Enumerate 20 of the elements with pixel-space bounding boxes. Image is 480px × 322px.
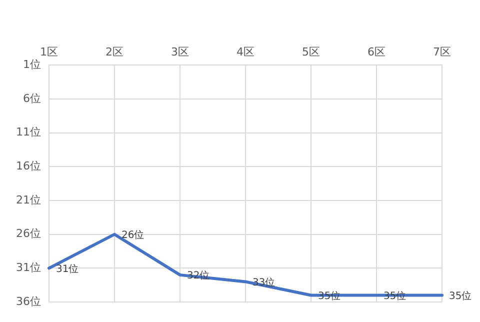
y-tick-label: 11位: [16, 126, 41, 139]
y-tick-label: 31位: [16, 261, 41, 274]
y-tick-label: 16位: [16, 160, 41, 173]
x-tick-label: 5区: [302, 45, 320, 58]
x-tick-label: 6区: [368, 45, 386, 58]
y-tick-label: 26位: [16, 227, 41, 240]
y-tick-label: 6位: [22, 92, 41, 105]
x-tick-label: 3区: [171, 45, 189, 58]
data-label: 35位: [384, 290, 406, 302]
x-tick-label: 7区: [433, 45, 451, 58]
data-label: 35位: [318, 290, 341, 302]
y-tick-label: 1位: [22, 58, 41, 72]
x-tick-label: 2区: [106, 45, 124, 58]
x-tick-label: 1区: [40, 45, 58, 58]
data-label: 26位: [122, 228, 144, 241]
x-tick-label: 4区: [236, 45, 254, 58]
data-label: 35位: [449, 290, 472, 302]
y-tick-label: 21位: [16, 193, 41, 206]
data-label: 31位: [56, 262, 79, 275]
y-tick-label: 36位: [16, 294, 41, 308]
